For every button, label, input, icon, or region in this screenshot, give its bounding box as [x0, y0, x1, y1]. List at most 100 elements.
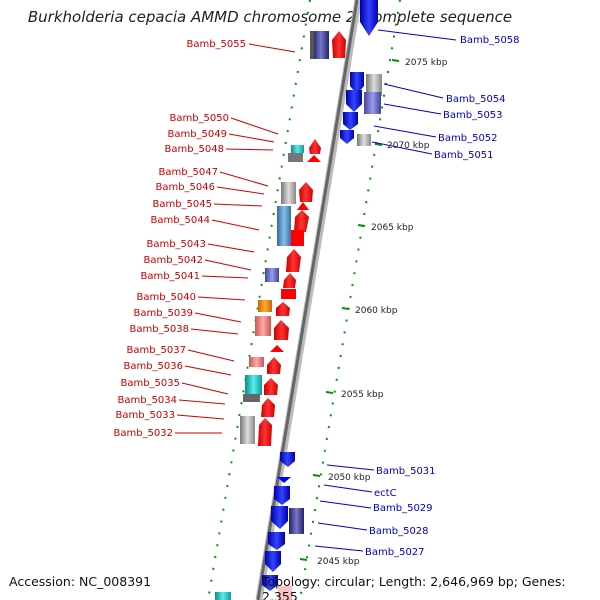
- gene-label-forward[interactable]: Bamb_5040: [136, 292, 196, 303]
- leader-line: [201, 275, 249, 279]
- gene-label-forward[interactable]: Bamb_5034: [117, 395, 177, 406]
- gene-block[interactable]: [249, 357, 264, 367]
- gene-label-reverse[interactable]: Bamb_5053: [443, 110, 503, 121]
- gene-block[interactable]: [255, 316, 271, 336]
- leader-line: [184, 365, 232, 376]
- forward-features: [215, 31, 346, 600]
- gene-block[interactable]: [357, 134, 371, 146]
- gene-label-reverse[interactable]: Bamb_5051: [434, 150, 494, 161]
- scale-tick: [325, 391, 334, 394]
- gene-label-forward[interactable]: Bamb_5046: [155, 182, 215, 193]
- gene-block[interactable]: [366, 74, 382, 96]
- gene-label-forward[interactable]: Bamb_5042: [143, 255, 203, 266]
- gene-block[interactable]: [277, 206, 291, 246]
- gene-label-forward[interactable]: Bamb_5050: [169, 113, 229, 124]
- scale-label: 2060 kbp: [355, 306, 398, 316]
- gene-label-forward[interactable]: Bamb_5045: [152, 199, 212, 210]
- gene-arrow[interactable]: [265, 551, 281, 572]
- gene-label-forward[interactable]: Bamb_5048: [164, 144, 224, 155]
- gene-label-reverse[interactable]: Bamb_5052: [438, 133, 498, 144]
- leader-line: [219, 171, 269, 187]
- leader-line: [228, 133, 275, 143]
- map-title: Burkholderia cepacia AMMD chromosome 2, …: [27, 8, 513, 26]
- gene-block[interactable]: [291, 145, 304, 153]
- gene-label-forward[interactable]: Bamb_5055: [186, 39, 246, 50]
- gene-arrow[interactable]: [346, 90, 362, 112]
- gene-arrow[interactable]: [264, 378, 278, 395]
- gene-label-reverse[interactable]: Bamb_5028: [369, 526, 429, 537]
- gene-label-forward[interactable]: Bamb_5032: [113, 428, 173, 439]
- gene-arrow[interactable]: [274, 486, 290, 505]
- gene-block[interactable]: [278, 586, 292, 600]
- gene-block[interactable]: [243, 394, 260, 402]
- leader-line: [225, 148, 274, 151]
- gene-label-reverse[interactable]: Bamb_5029: [373, 503, 433, 514]
- gene-label-forward[interactable]: Bamb_5036: [123, 361, 183, 372]
- gene-arrow[interactable]: [258, 418, 272, 446]
- gene-label-reverse[interactable]: Bamb_5031: [376, 466, 436, 477]
- gene-arrow[interactable]: [262, 575, 278, 591]
- forward-leaders: [175, 43, 296, 434]
- gene-label-reverse[interactable]: Bamb_5027: [365, 547, 425, 558]
- scale-label: 2075 kbp: [405, 58, 448, 68]
- gene-block[interactable]: [281, 289, 296, 299]
- leader-line: [178, 399, 226, 405]
- gene-block[interactable]: [258, 300, 272, 312]
- gene-arrow[interactable]: [297, 202, 309, 210]
- gene-arrow[interactable]: [277, 477, 291, 483]
- scale-label: 2070 kbp: [387, 141, 430, 151]
- reverse-features: [262, 0, 382, 600]
- gene-label-forward[interactable]: Bamb_5033: [115, 410, 175, 421]
- gene-block[interactable]: [240, 416, 255, 444]
- gene-block[interactable]: [310, 31, 314, 59]
- leader-line: [207, 243, 255, 253]
- gene-label-forward[interactable]: Bamb_5035: [120, 378, 180, 389]
- gene-arrow[interactable]: [307, 155, 321, 162]
- gene-label-forward[interactable]: Bamb_5039: [133, 308, 193, 319]
- gene-block[interactable]: [245, 375, 262, 395]
- gene-arrow[interactable]: [271, 506, 288, 529]
- gene-arrow[interactable]: [340, 130, 354, 144]
- gene-block[interactable]: [265, 268, 279, 282]
- sequence-summary: Topology: circular; Length: 2,646,969 bp…: [262, 574, 566, 600]
- gene-arrow[interactable]: [350, 72, 364, 94]
- gene-label-forward[interactable]: Bamb_5038: [129, 324, 189, 335]
- gene-block[interactable]: [313, 31, 329, 59]
- gene-arrow[interactable]: [332, 31, 346, 58]
- gene-arrow[interactable]: [276, 302, 290, 316]
- gene-label-forward[interactable]: Bamb_5043: [146, 239, 206, 250]
- gene-arrow[interactable]: [309, 139, 321, 154]
- gene-label-forward[interactable]: Bamb_5049: [167, 129, 227, 140]
- gene-block[interactable]: [364, 92, 381, 114]
- gene-arrow[interactable]: [360, 0, 378, 36]
- gene-block[interactable]: [289, 508, 304, 534]
- gene-label-forward[interactable]: Bamb_5047: [158, 167, 218, 178]
- gene-arrow[interactable]: [268, 532, 285, 550]
- gene-block[interactable]: [281, 182, 296, 204]
- gene-label-forward[interactable]: Bamb_5041: [140, 271, 200, 282]
- scale-tick: [391, 59, 400, 62]
- gene-arrow[interactable]: [343, 112, 358, 130]
- gene-label-forward[interactable]: Bamb_5044: [150, 215, 210, 226]
- gene-arrow[interactable]: [286, 249, 301, 272]
- gene-arrow[interactable]: [261, 398, 275, 417]
- gene-label-reverse[interactable]: Bamb_5054: [446, 94, 506, 105]
- gene-arrow[interactable]: [270, 345, 284, 352]
- leader-line: [383, 103, 442, 115]
- backbone: [256, 0, 359, 600]
- gene-arrow[interactable]: [267, 357, 281, 374]
- gene-label-reverse[interactable]: ectC: [374, 488, 397, 499]
- leader-line: [194, 312, 242, 323]
- gene-arrow[interactable]: [294, 210, 309, 232]
- gene-block[interactable]: [215, 592, 231, 600]
- gene-block[interactable]: [291, 230, 304, 246]
- leader-line: [211, 219, 260, 231]
- gene-label-reverse[interactable]: Bamb_5058: [460, 35, 520, 46]
- gene-block[interactable]: [288, 153, 303, 162]
- scale-tick: [374, 143, 383, 146]
- gene-arrow[interactable]: [283, 273, 296, 288]
- gene-arrow[interactable]: [280, 452, 295, 467]
- gene-arrow[interactable]: [274, 320, 289, 340]
- gene-label-forward[interactable]: Bamb_5037: [126, 345, 186, 356]
- gene-arrow[interactable]: [299, 182, 313, 202]
